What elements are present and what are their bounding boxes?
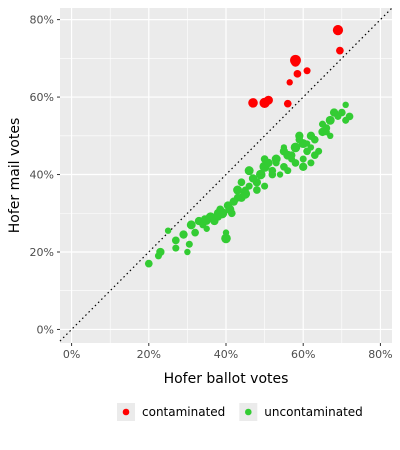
contaminated-point bbox=[286, 79, 293, 86]
uncontaminated-point bbox=[284, 167, 292, 175]
uncontaminated-point bbox=[244, 166, 254, 176]
identity-reference-line bbox=[59, 7, 393, 342]
uncontaminated-point bbox=[327, 132, 334, 140]
uncontaminated-point bbox=[253, 186, 261, 194]
uncontaminated-point bbox=[229, 197, 238, 206]
uncontaminated-point bbox=[221, 233, 231, 244]
x-tick-label: 80% bbox=[368, 348, 392, 361]
uncontaminated-point bbox=[222, 229, 230, 236]
data-points bbox=[144, 24, 354, 268]
legend-label-contaminated: contaminated bbox=[142, 405, 225, 419]
uncontaminated-point bbox=[268, 170, 277, 179]
uncontaminated-point bbox=[179, 230, 188, 239]
uncontaminated-point bbox=[272, 159, 280, 167]
uncontaminated-point bbox=[185, 240, 193, 248]
uncontaminated-point bbox=[186, 220, 196, 230]
uncontaminated-point bbox=[287, 151, 296, 160]
contaminated-point bbox=[336, 46, 344, 55]
uncontaminated-point bbox=[299, 162, 308, 171]
uncontaminated-point bbox=[280, 144, 288, 151]
uncontaminated-point bbox=[249, 174, 257, 183]
x-tick-label: 0% bbox=[63, 348, 80, 361]
contaminated-point bbox=[333, 25, 343, 34]
uncontaminated-point bbox=[318, 120, 327, 128]
uncontaminated-point bbox=[237, 178, 246, 187]
uncontaminated-point bbox=[310, 151, 319, 160]
uncontaminated-point bbox=[276, 171, 284, 178]
uncontaminated-point bbox=[144, 259, 153, 268]
major-gridlines bbox=[60, 8, 392, 343]
x-tick-label: 60% bbox=[291, 348, 315, 361]
contaminated-point bbox=[283, 99, 292, 108]
axis-ticks bbox=[57, 19, 381, 346]
y-axis-title: Hofer mail votes bbox=[7, 118, 23, 234]
contaminated-point bbox=[293, 69, 302, 78]
uncontaminated-point bbox=[184, 248, 191, 256]
uncontaminated-point bbox=[299, 155, 307, 163]
x-axis-title: Hofer ballot votes bbox=[164, 371, 289, 387]
uncontaminated-point bbox=[290, 142, 301, 153]
y-axis-tick-labels: 0% 20% 40% 60% 80% bbox=[30, 14, 54, 337]
legend-marker-contaminated bbox=[122, 408, 130, 416]
uncontaminated-point bbox=[337, 108, 346, 117]
uncontaminated-point bbox=[241, 186, 249, 194]
x-tick-label: 20% bbox=[137, 348, 161, 361]
uncontaminated-point bbox=[261, 182, 269, 190]
legend: contaminated uncontaminated bbox=[117, 403, 363, 421]
y-tick-label: 60% bbox=[30, 91, 54, 104]
uncontaminated-point bbox=[307, 159, 315, 167]
contaminated-point bbox=[262, 97, 271, 106]
x-tick-label: 40% bbox=[214, 348, 238, 361]
uncontaminated-point bbox=[172, 244, 180, 252]
y-tick-label: 40% bbox=[30, 169, 54, 182]
uncontaminated-point bbox=[227, 209, 236, 218]
uncontaminated-point bbox=[214, 213, 222, 221]
uncontaminated-point bbox=[307, 144, 315, 151]
x-axis-tick-labels: 0% 20% 40% 60% 80% bbox=[63, 348, 393, 361]
uncontaminated-point bbox=[310, 135, 319, 144]
uncontaminated-point bbox=[342, 101, 349, 109]
y-tick-label: 0% bbox=[37, 323, 54, 336]
legend-marker-uncontaminated bbox=[244, 408, 252, 416]
contaminated-point bbox=[248, 98, 258, 108]
uncontaminated-point bbox=[291, 159, 300, 167]
uncontaminated-point bbox=[260, 155, 269, 163]
uncontaminated-point bbox=[164, 227, 172, 234]
contaminated-point bbox=[291, 57, 300, 67]
uncontaminated-point bbox=[303, 140, 311, 147]
uncontaminated-point bbox=[191, 228, 199, 237]
contaminated-point bbox=[303, 67, 311, 75]
uncontaminated-point bbox=[255, 169, 266, 180]
uncontaminated-point bbox=[295, 135, 304, 144]
y-tick-label: 80% bbox=[30, 14, 54, 27]
uncontaminated-point bbox=[171, 236, 180, 245]
y-tick-label: 20% bbox=[30, 246, 54, 259]
uncontaminated-point bbox=[156, 247, 165, 257]
uncontaminated-point bbox=[345, 112, 354, 121]
uncontaminated-point bbox=[233, 185, 243, 195]
uncontaminated-point bbox=[203, 225, 210, 232]
uncontaminated-point bbox=[325, 115, 335, 125]
legend-label-uncontaminated: uncontaminated bbox=[264, 405, 363, 419]
uncontaminated-point bbox=[202, 217, 211, 225]
